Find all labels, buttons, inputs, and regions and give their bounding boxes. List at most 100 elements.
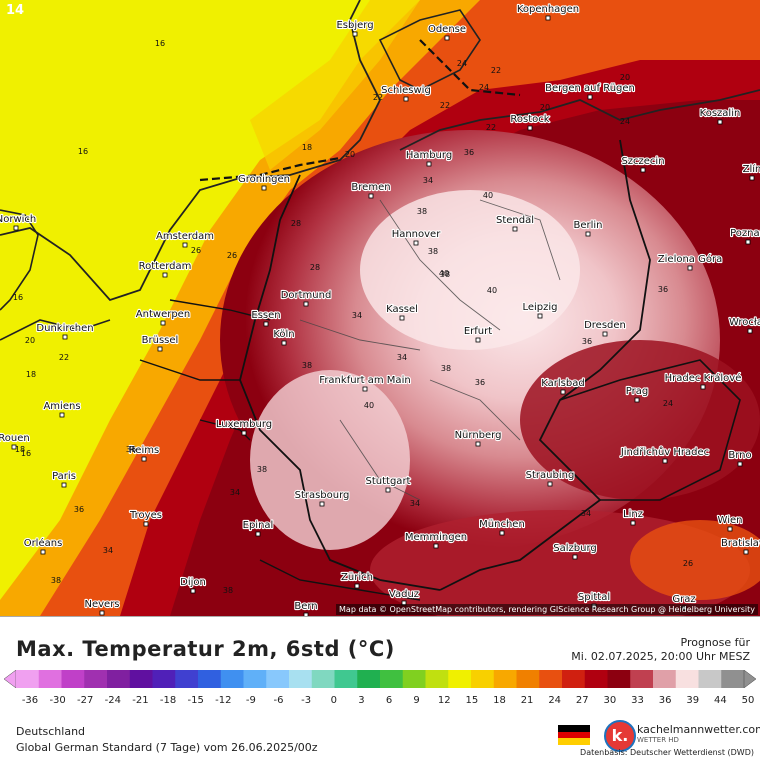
- brand-logo-icon[interactable]: k.: [604, 720, 636, 752]
- city-label: Essen: [251, 310, 280, 321]
- colorbar-swatch: [220, 670, 244, 688]
- city-label: Antwerpen: [136, 309, 190, 320]
- colorbar-swatch: [425, 670, 449, 688]
- contour-label: 38: [428, 247, 438, 256]
- colorbar-tick-label: -21: [132, 695, 149, 706]
- city-marker: [40, 549, 46, 555]
- city-marker: [745, 239, 751, 245]
- city-label: Stuttgart: [366, 476, 411, 487]
- colorbar-tick-label: 24: [548, 695, 562, 706]
- contour-label: 36: [74, 505, 84, 514]
- city-label: Rostock: [510, 114, 549, 125]
- contour-label: 28: [291, 219, 301, 228]
- contour-label: 18: [26, 370, 36, 379]
- legend-footer: Max. Temperatur 2m, 6std (°C) Prognose f…: [0, 616, 760, 761]
- contour-label: 38: [302, 361, 312, 370]
- colorbar-tick-label: 15: [465, 695, 479, 706]
- germany-flag-icon: [558, 725, 590, 745]
- city-marker: [527, 125, 533, 131]
- city-label: Bratislava: [721, 538, 760, 549]
- city-label: Brüssel: [142, 335, 179, 346]
- temperature-map[interactable]: 14 Kopenhagen Esbjerg Odense Schleswig Berge…: [0, 0, 760, 616]
- colorbar-swatch: [129, 670, 153, 688]
- city-marker: [362, 386, 368, 392]
- colorbar-tick-label: -3: [301, 695, 312, 706]
- city-marker: [303, 612, 309, 616]
- city-marker: [512, 226, 518, 232]
- city-marker: [743, 549, 749, 555]
- city-label: Zlín: [743, 163, 760, 175]
- city-label: Bremen: [351, 182, 390, 193]
- colorbar-swatch: [61, 670, 85, 688]
- city-marker: [687, 265, 693, 271]
- city-label: Dijon: [180, 577, 206, 588]
- colorbar-tick-label: -24: [104, 695, 122, 706]
- colorbar-tick-label: 18: [493, 695, 506, 706]
- contour-label: 24: [663, 399, 673, 408]
- city-marker: [160, 320, 166, 326]
- colorbar-swatch: [16, 670, 40, 688]
- city-label: Wien: [718, 515, 743, 526]
- contour-label: 38: [440, 270, 450, 279]
- border-benelux: [139, 299, 271, 441]
- city-marker: [255, 531, 261, 537]
- city-marker: [190, 588, 196, 594]
- city-marker: [433, 543, 439, 549]
- contour-label: 36: [126, 445, 136, 454]
- colorbar-swatch: [84, 670, 108, 688]
- brand-name[interactable]: kachelmannwetter.com: [637, 723, 760, 736]
- city-marker: [426, 161, 432, 167]
- border-states: [299, 199, 561, 501]
- colorbar-swatch: [334, 670, 358, 688]
- city-marker: [61, 482, 67, 488]
- city-marker: [537, 313, 543, 319]
- contour-label: 16: [155, 39, 165, 48]
- city-label: München: [479, 519, 525, 530]
- map-attribution[interactable]: Map data © OpenStreetMap contributors, r…: [336, 604, 758, 615]
- colorbar-tick-label: 27: [575, 695, 589, 706]
- city-marker: [59, 412, 65, 418]
- contour-label: 16: [21, 449, 31, 458]
- city-label: Nevers: [84, 599, 119, 610]
- contour-label: 22: [440, 101, 450, 110]
- colorbar-min-arrow: [4, 670, 17, 688]
- border-germany-west: [239, 174, 441, 591]
- city-marker: [747, 328, 753, 334]
- city-marker: [572, 554, 578, 560]
- coastline-baltic: [399, 89, 760, 151]
- city-marker: [399, 315, 405, 321]
- colorbar-swatch: [175, 670, 199, 688]
- city-marker: [281, 340, 287, 346]
- city-marker: [319, 501, 325, 507]
- colorbar-tick-label: -9: [245, 695, 256, 706]
- colorbar-swatch: [266, 670, 290, 688]
- contour-label: 20: [540, 103, 550, 112]
- contour-dashed: [199, 156, 341, 182]
- frame-number: 14: [6, 3, 24, 18]
- city-label: Stendal: [496, 215, 534, 226]
- colorbar-swatch: [380, 670, 404, 688]
- city-marker: [143, 521, 149, 527]
- colorbar-tick-label: 30: [603, 695, 617, 706]
- coastline-denmark: [378, 9, 481, 91]
- city-label: Brno: [728, 450, 751, 461]
- colorbar-swatch: [357, 670, 381, 688]
- contour-label: 38: [223, 586, 233, 595]
- city-marker: [662, 458, 668, 464]
- contour-label: 34: [581, 509, 591, 518]
- city-label: Koszalin: [700, 108, 741, 119]
- city-marker: [630, 520, 636, 526]
- contour-label: 26: [227, 251, 237, 260]
- colorbar-tick-label: -15: [187, 695, 204, 706]
- map-title: Max. Temperatur 2m, 6std (°C): [16, 637, 395, 661]
- contour-label: 20: [345, 150, 355, 159]
- sea-north: [0, 0, 340, 240]
- city-marker: [62, 334, 68, 340]
- city-marker: [749, 175, 755, 181]
- colorbar-tick-label: -18: [159, 695, 177, 706]
- coastline-uk: [0, 209, 39, 311]
- contour-label: 38: [51, 576, 61, 585]
- city-label: Zielona Góra: [658, 253, 722, 265]
- contour-label: 22: [373, 93, 383, 102]
- city-label: Nürnberg: [455, 430, 502, 441]
